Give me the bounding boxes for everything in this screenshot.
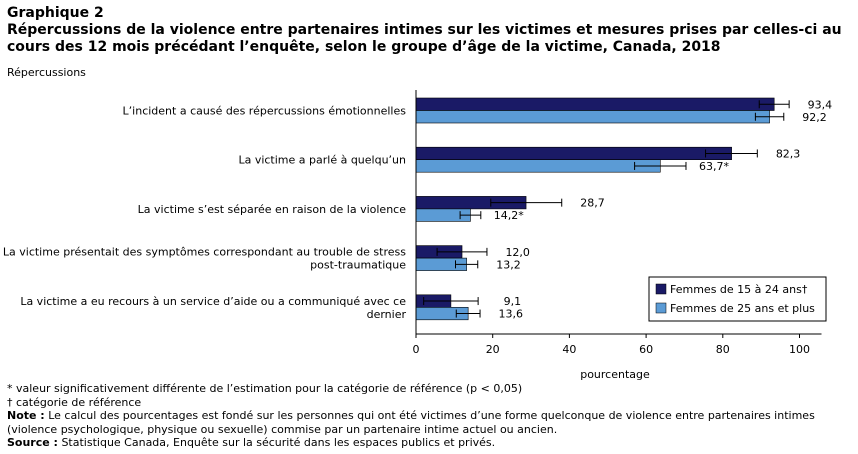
- data-label: 82,3: [776, 147, 801, 160]
- chart-title: Répercussions de la violence entre parte…: [7, 22, 842, 55]
- x-tick-label: 0: [413, 343, 420, 356]
- bar: [415, 159, 661, 173]
- x-tick-label: 40: [562, 343, 576, 356]
- category-label: La victime a eu recours à un service d’a…: [20, 295, 406, 308]
- legend-label-series-1: Femmes de 15 à 24 ans†: [670, 283, 808, 296]
- note-text: Le calcul des pourcentages est fondé sur…: [7, 409, 815, 436]
- x-tick-label: 20: [486, 343, 500, 356]
- bar: [415, 97, 775, 111]
- source-label: Source :: [7, 436, 58, 449]
- data-label: 63,7*: [699, 160, 729, 173]
- note-label: Note :: [7, 409, 45, 422]
- x-axis-ticks: 0 20 40 60 80 100: [413, 334, 810, 356]
- data-label: 14,2*: [494, 209, 524, 222]
- data-label: 13,2: [496, 258, 521, 271]
- y-axis-title: Répercussions: [7, 66, 86, 79]
- footnote-note: Note : Le calcul des pourcentages est fo…: [7, 409, 852, 436]
- chart-title-line1: Graphique 2: [7, 5, 104, 21]
- data-label: 13,6: [499, 308, 524, 321]
- footnote-significance: * valeur significativement différente de…: [7, 382, 523, 395]
- footnote-source: Source : Statistique Canada, Enquête sur…: [7, 436, 852, 450]
- data-label: 93,4: [808, 98, 833, 111]
- category-label: dernier: [367, 308, 407, 321]
- data-label: 92,2: [802, 111, 827, 124]
- x-axis-title: pourcentage: [580, 368, 650, 381]
- footnote-reference: † catégorie de référence: [7, 395, 142, 409]
- legend-swatch-series-2: [655, 302, 667, 314]
- chart-footer: * valeur significativement différente de…: [7, 382, 852, 450]
- legend-label-series-2: Femmes de 25 ans et plus: [670, 302, 815, 315]
- category-label: La victime présentait des symptômes corr…: [3, 246, 406, 259]
- category-label: La victime a parlé à quelqu’un: [238, 154, 406, 167]
- legend-box: [648, 276, 827, 322]
- x-tick-label: 80: [716, 343, 730, 356]
- category-label: La victime s’est séparée en raison de la…: [138, 203, 407, 216]
- category-label: L’incident a causé des répercussions émo…: [123, 105, 407, 118]
- x-tick-label: 100: [789, 343, 810, 356]
- legend: Femmes de 15 à 24 ans† Femmes de 25 ans …: [648, 276, 827, 322]
- data-label: 12,0: [505, 246, 530, 259]
- data-label: 28,7: [580, 197, 605, 210]
- bar: [415, 146, 732, 160]
- bar: [415, 110, 770, 124]
- legend-swatch-series-1: [655, 283, 667, 295]
- chart-marks: L’incident a causé des répercussions émo…: [3, 97, 833, 321]
- x-tick-label: 60: [639, 343, 653, 356]
- category-label: post-traumatique: [310, 259, 406, 272]
- data-label: 9,1: [504, 295, 522, 308]
- source-text: Statistique Canada, Enquête sur la sécur…: [57, 436, 496, 449]
